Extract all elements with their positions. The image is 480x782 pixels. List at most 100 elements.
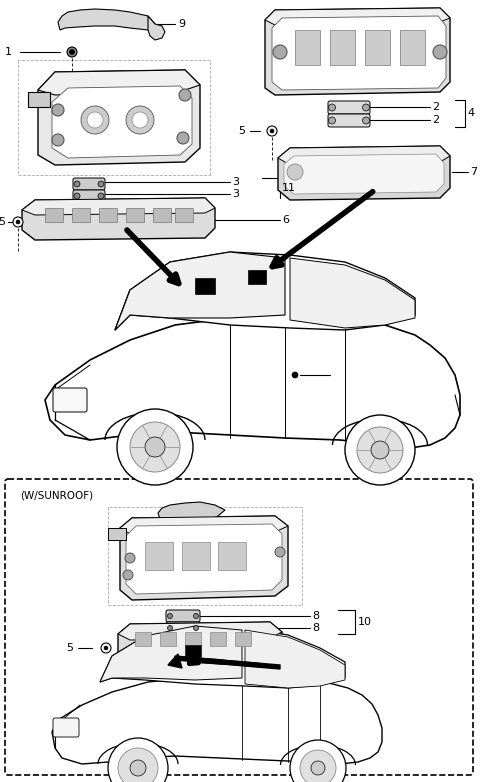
Text: (W/SUNROOF): (W/SUNROOF)	[20, 490, 93, 500]
Circle shape	[126, 106, 154, 134]
Polygon shape	[52, 86, 192, 158]
Bar	[185, 632, 201, 646]
Circle shape	[328, 117, 336, 124]
FancyBboxPatch shape	[5, 479, 473, 775]
Polygon shape	[115, 252, 415, 330]
Bar	[28, 92, 50, 107]
Polygon shape	[265, 8, 450, 95]
Bar	[185, 645, 201, 657]
Polygon shape	[58, 9, 155, 30]
FancyBboxPatch shape	[166, 610, 200, 622]
Polygon shape	[272, 16, 446, 90]
FancyBboxPatch shape	[73, 178, 105, 190]
Polygon shape	[115, 252, 285, 330]
Polygon shape	[22, 198, 215, 240]
Text: 5: 5	[67, 643, 73, 653]
Circle shape	[193, 614, 199, 619]
Polygon shape	[38, 70, 200, 165]
Polygon shape	[284, 154, 444, 194]
Polygon shape	[168, 654, 182, 668]
Text: 9: 9	[178, 19, 185, 29]
FancyBboxPatch shape	[328, 101, 370, 114]
Text: 10: 10	[358, 617, 372, 627]
Bar	[235, 632, 251, 646]
Circle shape	[98, 181, 104, 187]
Bar	[153, 208, 171, 222]
Circle shape	[362, 117, 370, 124]
Circle shape	[117, 409, 193, 485]
Bar	[182, 542, 210, 570]
Bar	[160, 632, 176, 646]
Circle shape	[81, 106, 109, 134]
FancyBboxPatch shape	[328, 114, 370, 127]
Bar	[126, 208, 144, 222]
Circle shape	[74, 181, 80, 187]
Circle shape	[179, 89, 191, 101]
Circle shape	[130, 760, 146, 776]
Text: 8: 8	[312, 611, 319, 621]
Circle shape	[270, 129, 274, 133]
Polygon shape	[100, 626, 345, 688]
Polygon shape	[245, 630, 345, 688]
Circle shape	[267, 126, 277, 136]
Polygon shape	[120, 516, 288, 535]
Bar	[400, 30, 425, 65]
Text: 2: 2	[432, 102, 439, 112]
Polygon shape	[148, 16, 165, 40]
Bar	[330, 30, 355, 65]
Circle shape	[362, 104, 370, 111]
Circle shape	[87, 112, 103, 128]
Bar	[108, 528, 126, 540]
Circle shape	[311, 761, 325, 775]
Circle shape	[292, 372, 298, 378]
Polygon shape	[52, 675, 382, 764]
Polygon shape	[126, 524, 282, 594]
Bar	[99, 208, 117, 222]
Circle shape	[290, 740, 346, 782]
Circle shape	[52, 134, 64, 146]
Text: 3: 3	[232, 189, 239, 199]
Polygon shape	[118, 622, 282, 666]
Bar	[365, 30, 390, 65]
Circle shape	[300, 750, 336, 782]
Circle shape	[130, 422, 180, 472]
Text: 2: 2	[432, 115, 439, 125]
Polygon shape	[38, 70, 200, 95]
Circle shape	[132, 112, 148, 128]
Circle shape	[177, 132, 189, 144]
Circle shape	[16, 220, 20, 224]
Bar	[295, 30, 320, 65]
Circle shape	[328, 104, 336, 111]
Circle shape	[118, 748, 158, 782]
Circle shape	[273, 45, 287, 59]
Bar	[45, 208, 63, 222]
Circle shape	[275, 547, 285, 557]
Polygon shape	[290, 258, 415, 328]
Polygon shape	[100, 626, 242, 682]
Circle shape	[104, 646, 108, 650]
Polygon shape	[118, 622, 282, 640]
Bar	[210, 632, 226, 646]
Polygon shape	[22, 198, 215, 215]
Polygon shape	[278, 146, 450, 200]
FancyBboxPatch shape	[73, 190, 105, 202]
FancyBboxPatch shape	[53, 388, 87, 412]
Text: 11: 11	[282, 183, 296, 193]
Text: 8: 8	[312, 623, 319, 633]
Circle shape	[433, 45, 447, 59]
FancyBboxPatch shape	[166, 622, 200, 634]
Circle shape	[145, 437, 165, 457]
Circle shape	[101, 643, 111, 653]
Polygon shape	[120, 516, 288, 600]
Circle shape	[345, 415, 415, 485]
Polygon shape	[45, 315, 460, 448]
Circle shape	[13, 217, 23, 227]
Circle shape	[287, 164, 303, 180]
Polygon shape	[158, 502, 225, 521]
Circle shape	[357, 427, 403, 473]
Circle shape	[74, 193, 80, 199]
Circle shape	[168, 614, 172, 619]
Circle shape	[52, 104, 64, 116]
Text: 7: 7	[470, 167, 477, 177]
Polygon shape	[265, 8, 450, 25]
